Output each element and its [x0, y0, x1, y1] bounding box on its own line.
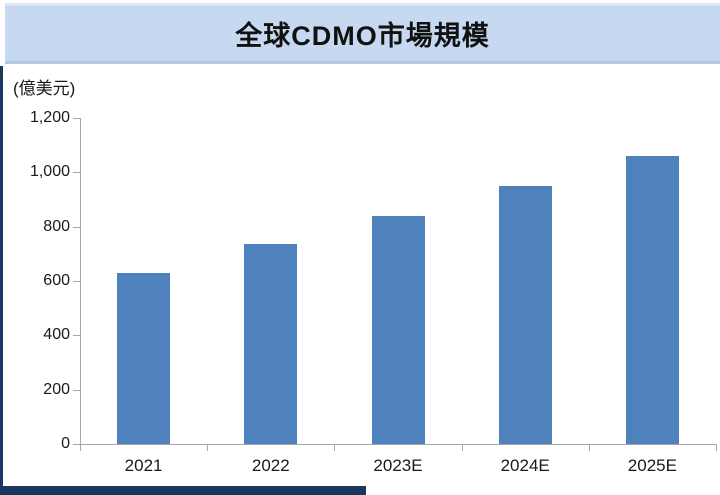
- y-axis-line: [80, 118, 81, 444]
- y-tick-800: [73, 226, 80, 228]
- bar-2021: [117, 272, 171, 444]
- y-tick-0: [73, 444, 80, 445]
- left-page-edge: [0, 66, 3, 495]
- x-category-label-2024E: 2024E: [500, 456, 550, 475]
- bar-2024E: [498, 185, 552, 444]
- y-tick-label-800: 800: [43, 217, 70, 235]
- bar-2023E: [371, 215, 425, 444]
- y-axis-unit-label: (億美元): [13, 79, 76, 98]
- chart-title-banner: 全球CDMO市場規模: [5, 3, 720, 64]
- bar-2022: [244, 244, 298, 444]
- y-tick-label-200: 200: [43, 380, 70, 398]
- y-tick-1,200: [73, 118, 80, 119]
- x-category-label-2023E: 2023E: [373, 456, 423, 475]
- y-tick-label-600: 600: [43, 272, 70, 289]
- y-tick-600: [73, 281, 80, 282]
- y-tick-label-1,000: 1,000: [29, 163, 70, 181]
- x-tick-0: [80, 444, 81, 451]
- x-tick-1: [207, 444, 209, 451]
- x-category-label-2021: 2021: [124, 456, 163, 475]
- x-tick-2: [334, 444, 336, 451]
- bottom-page-edge: [0, 486, 366, 495]
- chart-title: 全球CDMO市場規模: [235, 21, 490, 51]
- y-tick-400: [73, 335, 80, 337]
- x-tick-4: [588, 444, 590, 451]
- x-tick-5: [716, 444, 717, 451]
- bar-2025E: [625, 156, 679, 444]
- y-tick-label-400: 400: [43, 326, 70, 344]
- x-category-label-2022: 2022: [251, 456, 290, 475]
- x-axis-line: [80, 444, 716, 445]
- x-category-label-2025E: 2025E: [627, 456, 677, 475]
- y-tick-200: [73, 389, 80, 391]
- y-tick-label-0: 0: [61, 435, 70, 452]
- y-tick-1,000: [73, 172, 80, 174]
- y-tick-label-1,200: 1,200: [29, 109, 70, 126]
- x-tick-3: [461, 444, 463, 451]
